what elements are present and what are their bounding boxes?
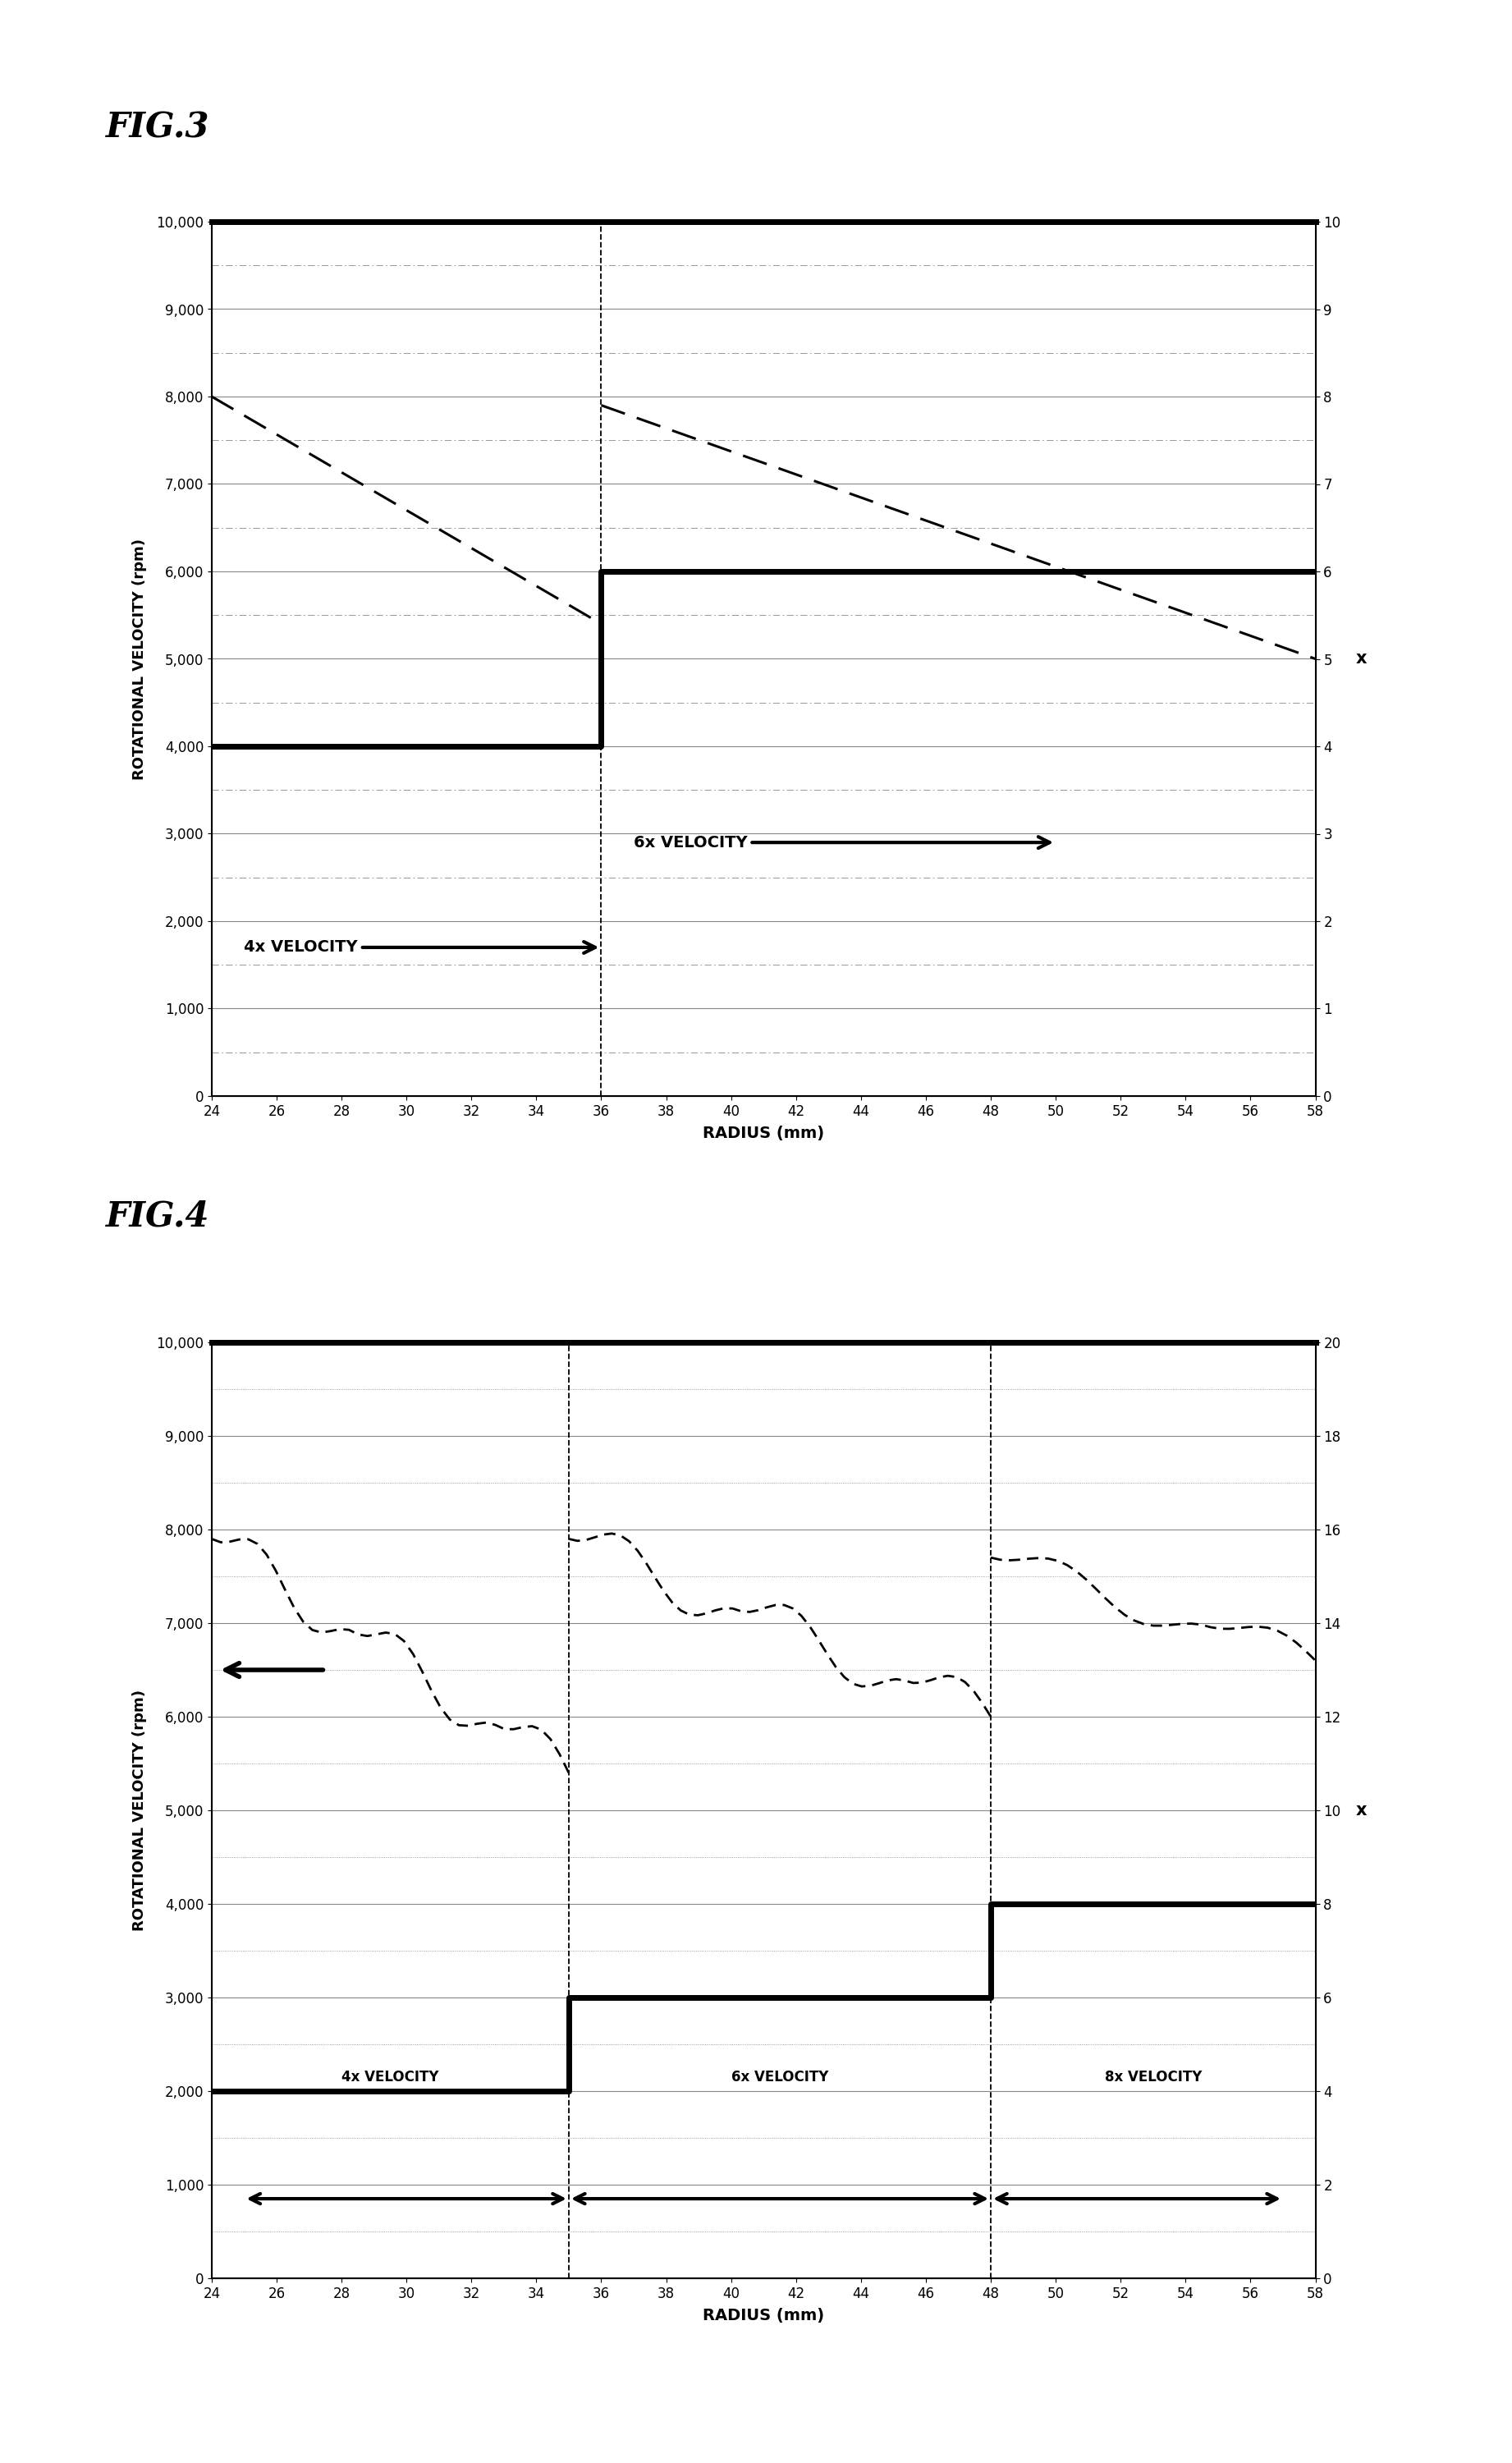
Text: FIG.4: FIG.4 bbox=[106, 1199, 210, 1234]
Text: 6x VELOCITY: 6x VELOCITY bbox=[732, 2069, 829, 2084]
Text: FIG.3: FIG.3 bbox=[106, 111, 210, 145]
Y-axis label: ROTATIONAL VELOCITY (rpm): ROTATIONAL VELOCITY (rpm) bbox=[132, 539, 147, 778]
Text: 4x VELOCITY: 4x VELOCITY bbox=[243, 938, 596, 956]
X-axis label: RADIUS (mm): RADIUS (mm) bbox=[703, 1126, 824, 1140]
Y-axis label: ROTATIONAL VELOCITY (rpm): ROTATIONAL VELOCITY (rpm) bbox=[132, 1690, 147, 1931]
Text: 4x VELOCITY: 4x VELOCITY bbox=[342, 2069, 438, 2084]
Text: 8x VELOCITY: 8x VELOCITY bbox=[1105, 2069, 1202, 2084]
Y-axis label: x: x bbox=[1356, 650, 1367, 667]
X-axis label: RADIUS (mm): RADIUS (mm) bbox=[703, 2308, 824, 2323]
Text: 6x VELOCITY: 6x VELOCITY bbox=[634, 835, 1049, 850]
Y-axis label: x: x bbox=[1356, 1803, 1367, 1818]
